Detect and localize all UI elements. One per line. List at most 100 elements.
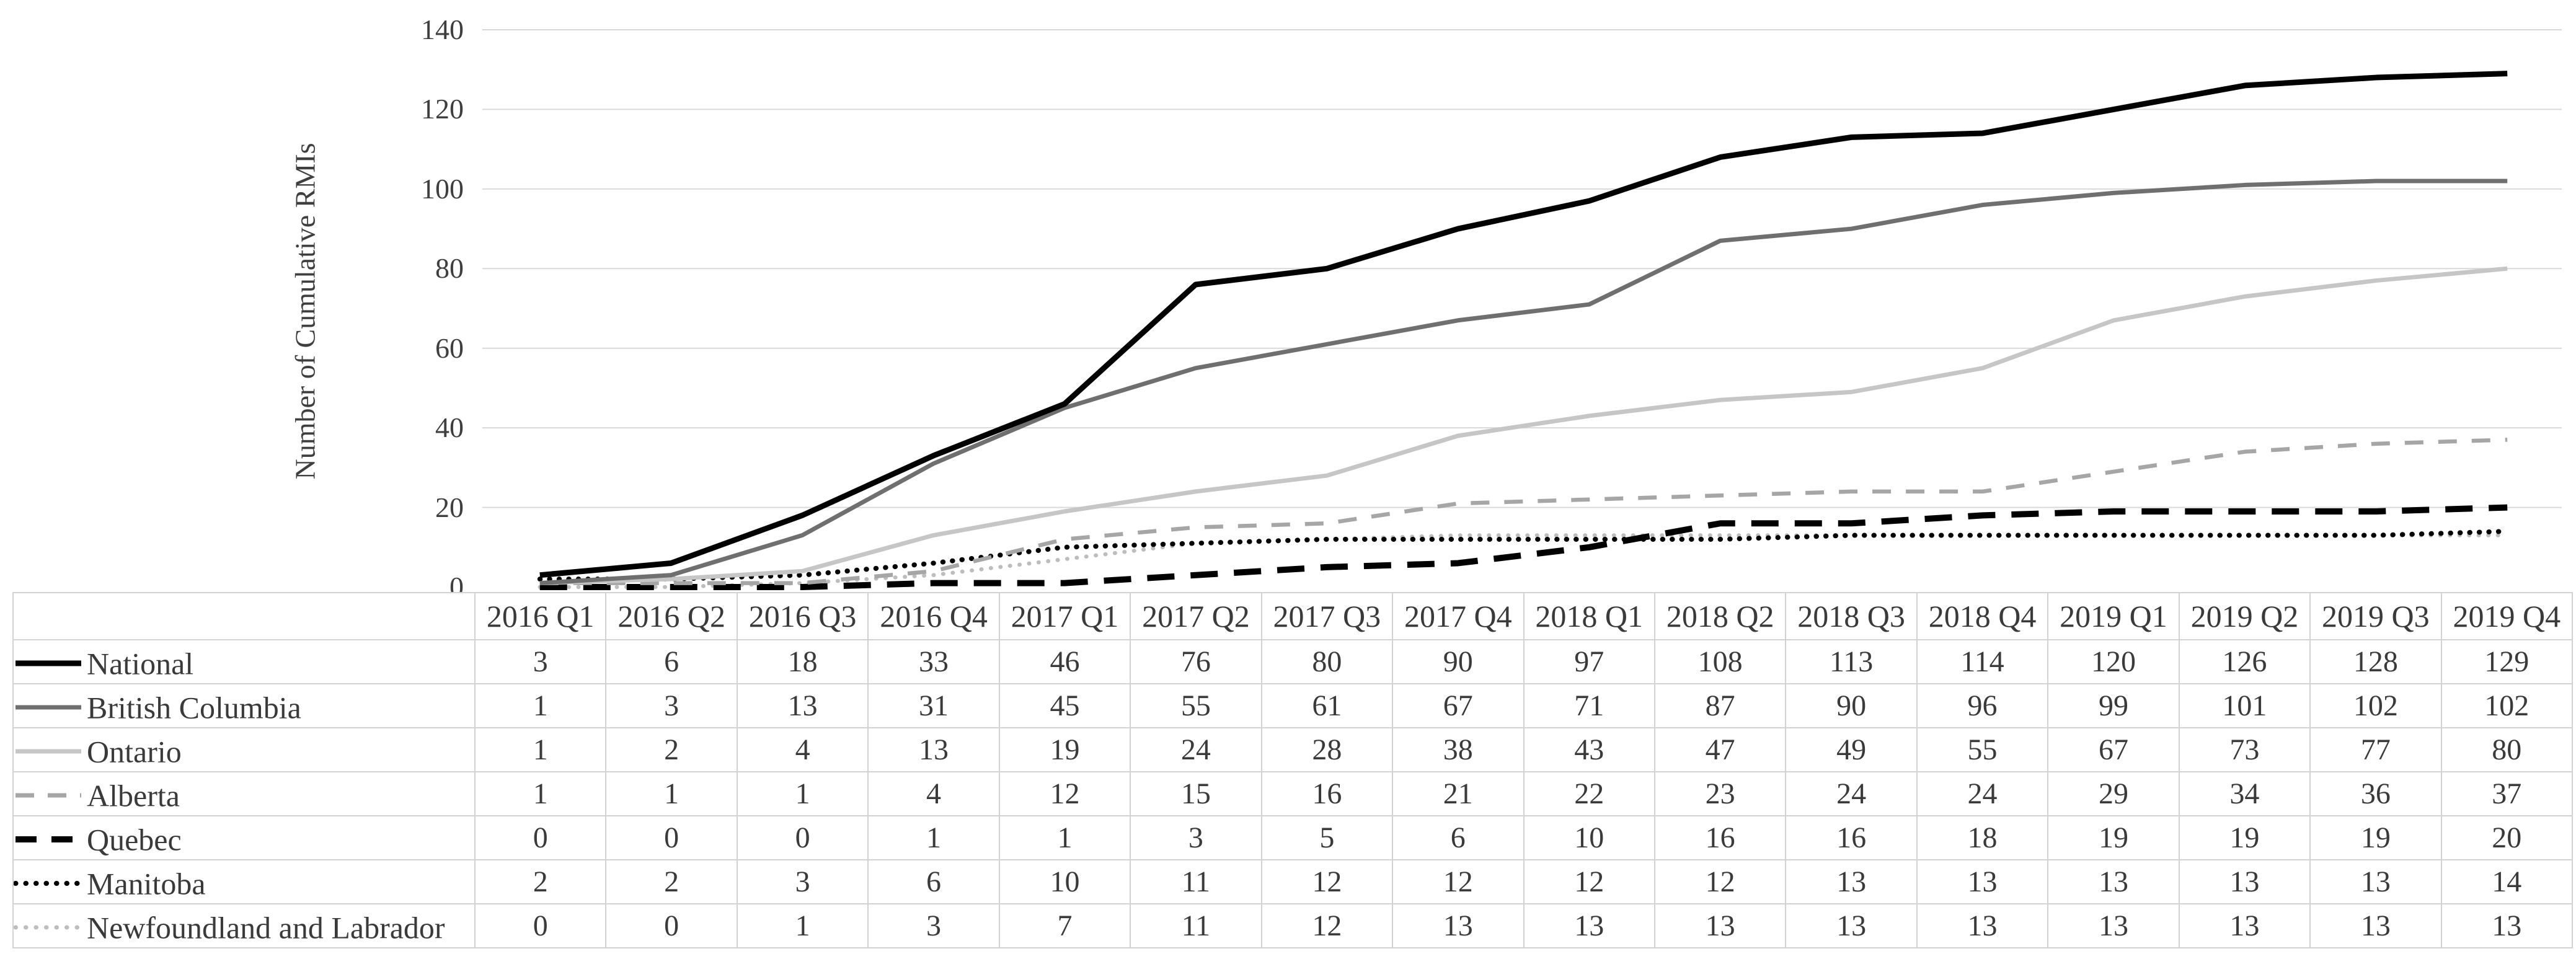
value-cell-manitoba-2: 3: [736, 859, 869, 904]
legend-line-sample-national: [15, 660, 81, 666]
y-tick-label-120: 120: [421, 93, 464, 125]
series-line-national: [539, 71, 2508, 578]
value-cell-british-columbia-4: 45: [998, 683, 1131, 728]
quarter-header-1: 2016 Q2: [605, 592, 738, 640]
value-cell-quebec-0: 0: [474, 815, 607, 860]
row-label-alberta: Alberta: [12, 771, 476, 816]
row-label-national: National: [12, 639, 476, 684]
series-line-alberta: [539, 438, 2508, 585]
value-cell-british-columbia-13: 101: [2178, 683, 2311, 728]
value-cell-newfoundland-and-labrador-5: 11: [1130, 903, 1262, 948]
y-tick-label-20: 20: [435, 491, 464, 523]
series-name-label: National: [87, 646, 194, 681]
value-cell-quebec-6: 5: [1260, 815, 1394, 860]
y-tick-label-100: 100: [421, 172, 464, 205]
value-cell-ontario-1: 2: [605, 727, 738, 772]
table-header-row: 2016 Q1 2016 Q2 2016 Q3 2016 Q4 2017 Q1 2017 …: [12, 592, 2574, 640]
value-cell-national-3: 33: [867, 639, 1000, 684]
value-cell-national-11: 114: [1916, 639, 2049, 684]
value-cell-quebec-7: 6: [1392, 815, 1525, 860]
value-cell-manitoba-12: 13: [2047, 859, 2180, 904]
value-cell-national-5: 76: [1130, 639, 1262, 684]
value-cell-alberta-10: 24: [1785, 771, 1918, 816]
value-cell-ontario-10: 49: [1785, 727, 1918, 772]
value-cell-ontario-12: 67: [2047, 727, 2180, 772]
quarter-header-3: 2016 Q4: [867, 592, 1000, 640]
row-label-british-columbia: British Columbia: [12, 683, 476, 728]
quarter-header-4: 2017 Q1: [998, 592, 1131, 640]
value-cell-national-15: 129: [2440, 639, 2574, 684]
series-name-label: Quebec: [87, 822, 182, 857]
quarter-header-0: 2016 Q1: [474, 592, 607, 640]
value-cell-newfoundland-and-labrador-14: 13: [2309, 903, 2442, 948]
table-corner-cell: [12, 592, 476, 640]
value-cell-newfoundland-and-labrador-10: 13: [1785, 903, 1918, 948]
value-cell-national-2: 18: [736, 639, 869, 684]
value-cell-alberta-11: 24: [1916, 771, 2049, 816]
value-cell-quebec-10: 16: [1785, 815, 1918, 860]
y-tick-label-80: 80: [435, 252, 464, 285]
value-cell-national-13: 126: [2178, 639, 2311, 684]
value-cell-national-0: 3: [474, 639, 607, 684]
value-cell-manitoba-1: 2: [605, 859, 738, 904]
y-tick-label-60: 60: [435, 332, 464, 364]
value-cell-alberta-8: 22: [1523, 771, 1655, 816]
value-cell-british-columbia-0: 1: [474, 683, 607, 728]
quarter-header-11: 2018 Q4: [1916, 592, 2049, 640]
value-cell-newfoundland-and-labrador-6: 12: [1260, 903, 1394, 948]
value-cell-alberta-9: 23: [1653, 771, 1787, 816]
value-cell-alberta-1: 1: [605, 771, 738, 816]
row-label-manitoba: Manitoba: [12, 859, 476, 904]
value-cell-national-12: 120: [2047, 639, 2180, 684]
value-cell-national-6: 80: [1260, 639, 1394, 684]
value-cell-british-columbia-5: 55: [1130, 683, 1262, 728]
value-cell-manitoba-13: 13: [2178, 859, 2311, 904]
value-cell-manitoba-5: 11: [1130, 859, 1262, 904]
value-cell-newfoundland-and-labrador-1: 0: [605, 903, 738, 948]
value-cell-quebec-1: 0: [605, 815, 738, 860]
value-cell-quebec-3: 1: [867, 815, 1000, 860]
quarter-header-7: 2017 Q4: [1392, 592, 1525, 640]
value-cell-british-columbia-1: 3: [605, 683, 738, 728]
series-line-ontario: [539, 266, 2508, 586]
legend-line-sample-british-columbia: [15, 705, 81, 710]
value-cell-british-columbia-6: 61: [1260, 683, 1394, 728]
value-cell-manitoba-6: 12: [1260, 859, 1394, 904]
series-name-label: Newfoundland and Labrador: [87, 910, 445, 945]
value-cell-quebec-4: 1: [998, 815, 1131, 860]
y-tick-label-140: 140: [421, 14, 464, 45]
value-cell-british-columbia-3: 31: [867, 683, 1000, 728]
value-cell-british-columbia-11: 96: [1916, 683, 2049, 728]
value-cell-national-14: 128: [2309, 639, 2442, 684]
value-cell-ontario-9: 47: [1653, 727, 1787, 772]
value-cell-british-columbia-15: 102: [2440, 683, 2574, 728]
value-cell-newfoundland-and-labrador-8: 13: [1523, 903, 1655, 948]
value-cell-newfoundland-and-labrador-13: 13: [2178, 903, 2311, 948]
value-cell-ontario-6: 28: [1260, 727, 1394, 772]
series-line-british-columbia: [539, 179, 2508, 586]
value-cell-national-4: 46: [998, 639, 1131, 684]
table-row-quebec: Quebec 0 0 0 1 1 3 5 6 10 16 16 18 19 19 19 20: [12, 815, 2574, 860]
value-cell-quebec-14: 19: [2309, 815, 2442, 860]
value-cell-ontario-15: 80: [2440, 727, 2574, 772]
value-cell-alberta-14: 36: [2309, 771, 2442, 816]
value-cell-ontario-0: 1: [474, 727, 607, 772]
value-cell-british-columbia-10: 90: [1785, 683, 1918, 728]
legend-line-sample-manitoba: [14, 881, 84, 886]
series-line-manitoba: [537, 529, 2510, 582]
value-cell-british-columbia-8: 71: [1523, 683, 1655, 728]
value-cell-newfoundland-and-labrador-7: 13: [1392, 903, 1525, 948]
value-cell-alberta-6: 16: [1260, 771, 1394, 816]
value-cell-quebec-9: 16: [1653, 815, 1787, 860]
value-cell-manitoba-3: 6: [867, 859, 1000, 904]
table-row-newfoundland-and-labrador: Newfoundland and Labrador 0 0 1 3 7 11 12 13 13 13…: [12, 903, 2574, 948]
table-row-manitoba: Manitoba 2 2 3 6 10 11 12 12 12 12 13 13 13 13 13 14: [12, 859, 2574, 904]
value-cell-quebec-11: 18: [1916, 815, 2049, 860]
table-row-national: National 3 6 18 33 46 76 80 90 97 108 113 114 120 126 1…: [12, 639, 2574, 684]
value-cell-manitoba-4: 10: [998, 859, 1131, 904]
value-cell-alberta-3: 4: [867, 771, 1000, 816]
value-cell-quebec-12: 19: [2047, 815, 2180, 860]
value-cell-british-columbia-12: 99: [2047, 683, 2180, 728]
value-cell-alberta-13: 34: [2178, 771, 2311, 816]
